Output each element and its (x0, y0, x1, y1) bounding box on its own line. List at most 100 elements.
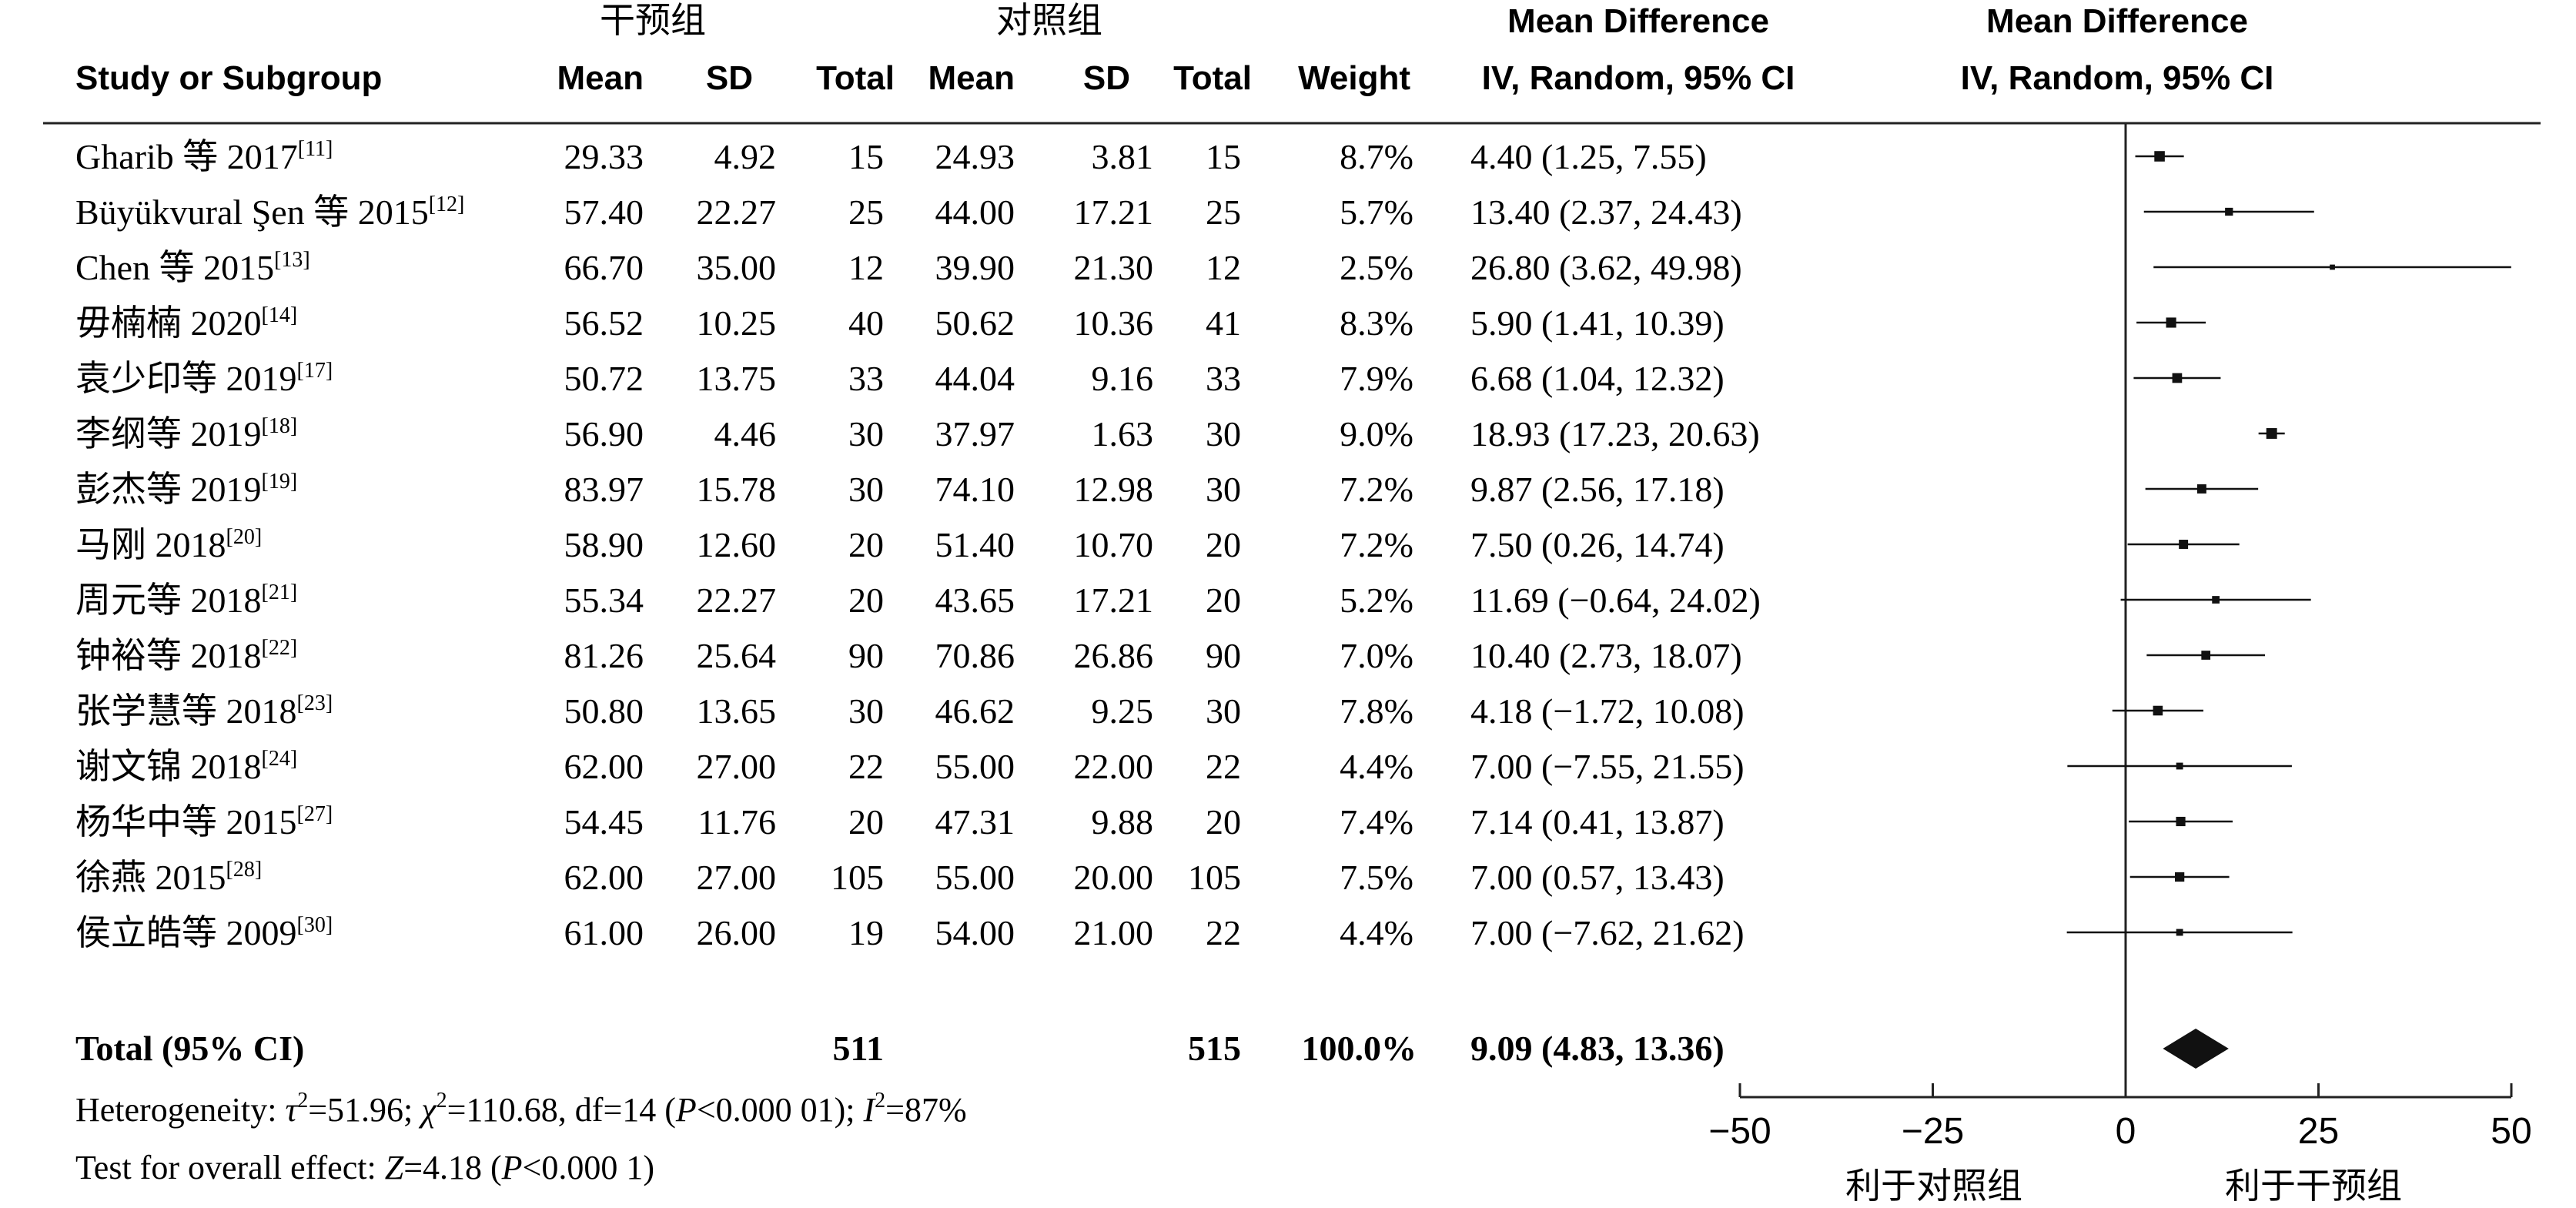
study-weight: 5.2% (1340, 581, 1413, 620)
study-ci: 9.87 (2.56, 17.18) (1470, 470, 1725, 509)
study-ctl-sd: 26.86 (1074, 636, 1154, 675)
study-ctl-sd: 9.88 (1092, 802, 1154, 842)
study-effect-marker (2172, 373, 2183, 383)
study-ci: 7.14 (0.41, 13.87) (1470, 802, 1725, 842)
study-row: 侯立皓等 2009[30] 61.00 26.00 19 54.00 21.00 22 4.4… (75, 913, 1745, 952)
x-axis-tick-label: −50 (1708, 1111, 1771, 1152)
study-exp-mean: 57.40 (564, 192, 644, 232)
total-weight: 100.0% (1302, 1029, 1417, 1068)
study-ci: 7.50 (0.26, 14.74) (1470, 525, 1725, 564)
study-ctl-mean: 74.10 (935, 470, 1015, 509)
study-exp-total: 12 (848, 248, 884, 287)
header-md-method: IV, Random, 95% CI (1482, 59, 1795, 97)
study-ctl-sd: 3.81 (1092, 137, 1154, 176)
study-exp-mean: 56.52 (564, 303, 644, 343)
total-exp-total: 511 (833, 1029, 884, 1068)
study-weight: 7.2% (1340, 525, 1413, 564)
study-ctl-total: 20 (1206, 581, 1241, 620)
favours-control-label: 利于对照组 (1845, 1166, 2022, 1206)
study-ctl-mean: 55.00 (935, 858, 1015, 897)
header-exp-sd: SD (706, 59, 753, 97)
study-effect-marker (2266, 428, 2277, 439)
study-weight: 7.0% (1340, 636, 1413, 675)
study-ci: 26.80 (3.62, 49.98) (1470, 248, 1742, 287)
study-exp-mean: 62.00 (564, 858, 644, 897)
study-ctl-mean: 54.00 (935, 913, 1015, 952)
header-group-control: 对照组 (996, 0, 1102, 40)
study-ci: 5.90 (1.41, 10.39) (1470, 303, 1725, 343)
study-name: Gharib 等 2017[11] (75, 137, 333, 176)
pooled-effect-diamond (2163, 1029, 2229, 1069)
study-ctl-mean: 47.31 (935, 802, 1015, 842)
study-ctl-total: 15 (1206, 137, 1241, 176)
study-exp-mean: 62.00 (564, 747, 644, 786)
study-name: 张学慧等 2018[23] (75, 691, 333, 731)
study-ci: 7.00 (−7.55, 21.55) (1470, 747, 1745, 786)
study-ctl-mean: 46.62 (935, 691, 1015, 731)
study-ctl-mean: 51.40 (935, 525, 1015, 564)
study-ctl-mean: 24.93 (935, 137, 1015, 176)
study-exp-mean: 83.97 (564, 470, 644, 509)
study-weight: 7.8% (1340, 691, 1413, 731)
study-effect-marker (2212, 596, 2220, 604)
study-name: 钟裕等 2018[22] (75, 636, 297, 675)
study-row: Gharib 等 2017[11] 29.33 4.92 15 24.93 3.81 15 8… (75, 137, 1707, 176)
study-weight: 7.4% (1340, 802, 1413, 842)
study-exp-sd: 13.65 (697, 691, 777, 731)
study-effect-marker (2196, 484, 2206, 494)
study-weight: 4.4% (1340, 747, 1413, 786)
study-ctl-total: 41 (1206, 303, 1241, 343)
study-exp-sd: 4.46 (714, 414, 777, 453)
study-exp-mean: 50.72 (564, 359, 644, 398)
study-name: 李纲等 2019[18] (75, 414, 297, 453)
study-ci: 4.40 (1.25, 7.55) (1470, 137, 1707, 176)
study-exp-total: 20 (848, 525, 884, 564)
study-ci: 7.00 (−7.62, 21.62) (1470, 913, 1745, 952)
study-exp-mean: 50.80 (564, 691, 644, 731)
x-axis-tick-label: 0 (2116, 1111, 2136, 1152)
study-ctl-sd: 10.36 (1074, 303, 1154, 343)
study-ctl-sd: 17.21 (1074, 192, 1154, 232)
study-name: 周元等 2018[21] (75, 581, 297, 620)
study-ctl-total: 30 (1206, 691, 1241, 731)
study-effect-marker (2176, 929, 2183, 936)
study-exp-total: 22 (848, 747, 884, 786)
study-exp-sd: 4.92 (714, 137, 777, 176)
x-axis-tick-label: −25 (1902, 1111, 1964, 1152)
study-ctl-sd: 21.30 (1074, 248, 1154, 287)
study-exp-mean: 81.26 (564, 636, 644, 675)
header-ctl-mean: Mean (928, 59, 1015, 97)
study-effect-marker (2176, 816, 2186, 827)
study-name: Büyükvural Şen 等 2015[12] (75, 192, 464, 232)
study-exp-mean: 58.90 (564, 525, 644, 564)
x-axis-tick-label: 25 (2298, 1111, 2339, 1152)
study-ctl-mean: 39.90 (935, 248, 1015, 287)
study-row: Chen 等 2015[13] 66.70 35.00 12 39.90 21.30 12 2… (75, 248, 1742, 287)
study-exp-total: 105 (831, 858, 884, 897)
study-ctl-total: 20 (1206, 802, 1241, 842)
study-exp-sd: 22.27 (697, 581, 777, 620)
study-exp-total: 20 (848, 581, 884, 620)
study-effect-marker (2201, 651, 2211, 660)
header-weight: Weight (1298, 59, 1410, 97)
study-ctl-total: 90 (1206, 636, 1241, 675)
study-exp-sd: 12.60 (697, 525, 777, 564)
study-ctl-mean: 43.65 (935, 581, 1015, 620)
study-ctl-mean: 44.04 (935, 359, 1015, 398)
study-row: 周元等 2018[21] 55.34 22.27 20 43.65 17.21 20 5.2%… (75, 581, 1761, 620)
study-row: Büyükvural Şen 等 2015[12] 57.40 22.27 25 44.… (75, 192, 1742, 232)
study-exp-mean: 66.70 (564, 248, 644, 287)
study-ci: 4.18 (−1.72, 10.08) (1470, 691, 1745, 731)
header-study: Study or Subgroup (75, 59, 382, 97)
study-ctl-sd: 10.70 (1074, 525, 1154, 564)
study-exp-sd: 11.76 (698, 802, 776, 842)
study-row: 马刚 2018[20] 58.90 12.60 20 51.40 10.70 20 7.2% 7… (75, 525, 1725, 564)
study-ctl-total: 22 (1206, 913, 1241, 952)
study-exp-total: 30 (848, 691, 884, 731)
study-ctl-sd: 21.00 (1074, 913, 1154, 952)
study-exp-total: 15 (848, 137, 884, 176)
study-weight: 4.4% (1340, 913, 1413, 952)
study-exp-total: 25 (848, 192, 884, 232)
study-ctl-mean: 37.97 (935, 414, 1015, 453)
study-effect-marker (2166, 317, 2176, 328)
